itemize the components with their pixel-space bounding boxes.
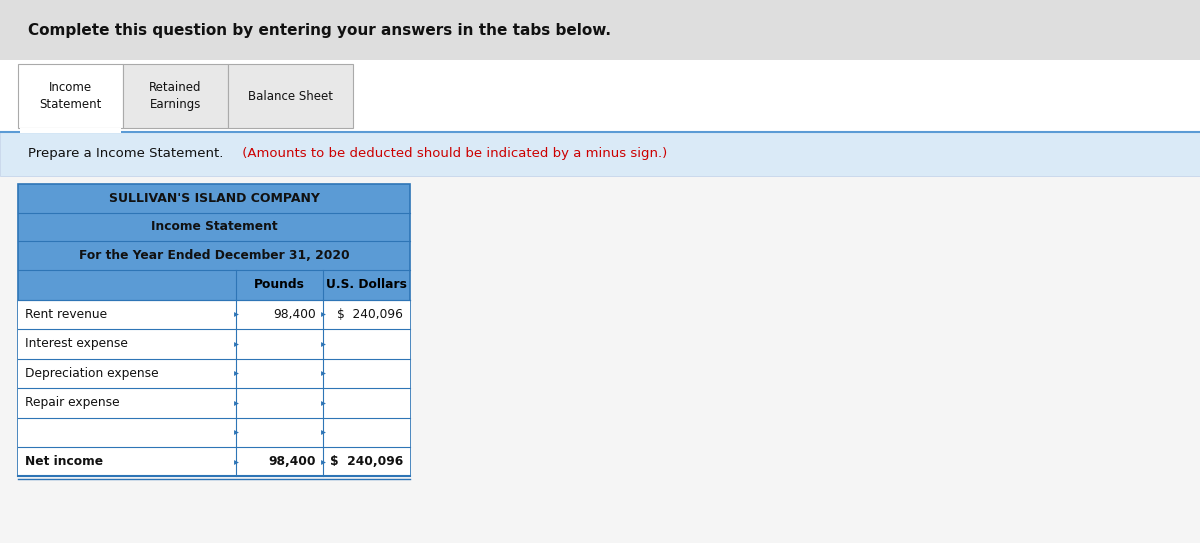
Bar — [18, 300, 236, 329]
Bar — [323, 388, 410, 418]
Text: Depreciation expense: Depreciation expense — [25, 367, 158, 380]
Text: Interest expense: Interest expense — [25, 337, 128, 350]
Bar — [0, 132, 1200, 176]
Bar — [0, 0, 1200, 60]
Bar — [18, 418, 236, 447]
Text: 98,400: 98,400 — [269, 455, 316, 468]
Bar — [124, 64, 228, 128]
Text: (Amounts to be deducted should be indicated by a minus sign.): (Amounts to be deducted should be indica… — [238, 148, 667, 161]
Text: Prepare a Income Statement.: Prepare a Income Statement. — [28, 148, 223, 161]
Bar — [20, 128, 121, 133]
Bar — [323, 447, 410, 477]
Text: $  240,096: $ 240,096 — [337, 308, 403, 321]
Bar — [18, 184, 410, 477]
Text: Retained
Earnings: Retained Earnings — [149, 81, 202, 111]
Bar — [323, 418, 410, 447]
Text: For the Year Ended December 31, 2020: For the Year Ended December 31, 2020 — [79, 249, 349, 262]
Bar — [323, 329, 410, 358]
Bar — [236, 300, 323, 329]
Text: Pounds: Pounds — [254, 278, 305, 291]
Text: Rent revenue: Rent revenue — [25, 308, 107, 321]
Text: Balance Sheet: Balance Sheet — [248, 90, 334, 103]
Bar — [18, 329, 236, 358]
Bar — [18, 388, 236, 418]
Bar — [323, 358, 410, 388]
Text: Net income: Net income — [25, 455, 103, 468]
Text: $  240,096: $ 240,096 — [330, 455, 403, 468]
Bar — [236, 329, 323, 358]
Bar — [18, 447, 236, 477]
Bar — [228, 64, 353, 128]
Bar — [18, 64, 124, 128]
Bar — [236, 358, 323, 388]
Bar — [323, 300, 410, 329]
Bar — [236, 418, 323, 447]
Text: U.S. Dollars: U.S. Dollars — [326, 278, 407, 291]
Text: SULLIVAN'S ISLAND COMPANY: SULLIVAN'S ISLAND COMPANY — [108, 192, 319, 205]
Text: Repair expense: Repair expense — [25, 396, 120, 409]
Text: Complete this question by entering your answers in the tabs below.: Complete this question by entering your … — [28, 22, 611, 37]
Bar — [0, 60, 1200, 132]
Text: 98,400: 98,400 — [274, 308, 316, 321]
Bar — [18, 358, 236, 388]
Text: Income Statement: Income Statement — [151, 220, 277, 233]
Bar — [236, 388, 323, 418]
Text: Income
Statement: Income Statement — [40, 81, 102, 111]
Bar — [236, 447, 323, 477]
